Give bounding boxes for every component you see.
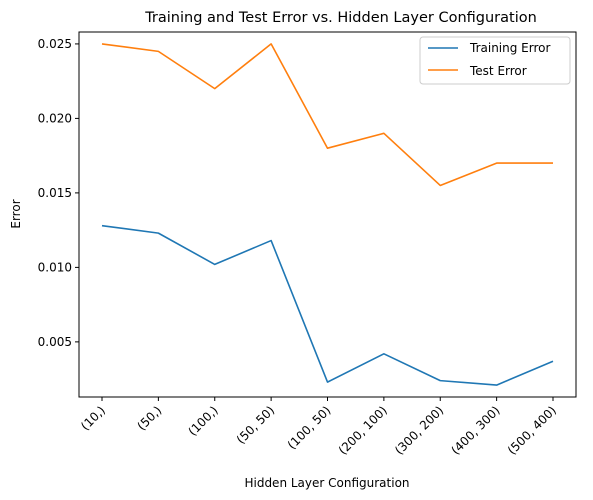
y-tick-label: 0.005 bbox=[38, 335, 72, 349]
legend-label-test-error: Test Error bbox=[469, 64, 527, 78]
chart-title: Training and Test Error vs. Hidden Layer… bbox=[144, 10, 537, 26]
x-tick-label: (10,) bbox=[78, 403, 108, 433]
y-tick-label: 0.015 bbox=[38, 186, 72, 200]
y-tick-label: 0.025 bbox=[38, 37, 72, 51]
series-line-test-error bbox=[101, 43, 553, 187]
x-axis: (10,) (50,) (100,) (50, 50) (100, 50) (200, 1… bbox=[78, 397, 559, 458]
legend: Training Error Test Error bbox=[419, 36, 571, 85]
y-axis-label: Error bbox=[9, 199, 23, 228]
x-tick-label: (500, 400) bbox=[505, 403, 559, 457]
x-tick-label: (200, 100) bbox=[336, 403, 390, 457]
x-tick-label: (50, 50) bbox=[234, 403, 278, 447]
y-tick-label: 0.020 bbox=[38, 111, 72, 125]
legend-label-training-error: Training Error bbox=[469, 41, 550, 55]
y-tick-label: 0.010 bbox=[38, 260, 72, 274]
x-tick-label: (400, 300) bbox=[448, 403, 502, 457]
x-tick-label: (100, 50) bbox=[285, 403, 334, 452]
series-line-training-error bbox=[101, 224, 554, 386]
x-axis-label: Hidden Layer Configuration bbox=[244, 476, 409, 490]
y-axis: 0.005 0.010 0.015 0.020 0.025 bbox=[38, 37, 79, 349]
x-tick-label: (50,) bbox=[134, 403, 164, 433]
plot-area bbox=[78, 31, 577, 398]
plot-frame bbox=[78, 31, 577, 398]
series-layer bbox=[101, 43, 554, 386]
x-tick-label: (300, 200) bbox=[392, 403, 446, 457]
x-tick-label: (100,) bbox=[185, 403, 220, 438]
